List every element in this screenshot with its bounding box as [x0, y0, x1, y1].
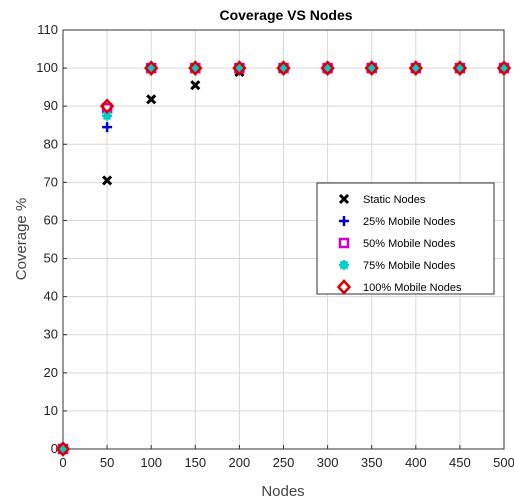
y-tick-label: 90	[44, 98, 58, 113]
series-4	[55, 60, 512, 457]
data-point	[410, 63, 421, 74]
chart-title: Coverage VS Nodes	[219, 7, 352, 23]
data-point	[276, 60, 291, 76]
x-tick-label: 300	[317, 455, 339, 470]
y-tick-label: 40	[44, 289, 58, 304]
y-tick-label: 30	[44, 327, 58, 342]
data-point	[278, 63, 289, 74]
legend-marker	[338, 193, 350, 205]
data-point	[99, 98, 115, 115]
data-point	[144, 60, 159, 76]
series-3	[58, 63, 509, 454]
data-point	[320, 60, 335, 76]
data-points	[55, 60, 512, 457]
data-point	[190, 63, 201, 74]
data-point	[408, 60, 423, 76]
y-axis-label: Coverage %	[13, 198, 30, 281]
data-point	[322, 63, 333, 74]
legend: Static Nodes 25% Mobile Nodes 50% Mobile N…	[316, 182, 495, 295]
x-tick-label: 250	[273, 455, 295, 470]
data-point	[190, 80, 201, 91]
y-tick-label: 100	[36, 60, 58, 75]
data-point	[452, 60, 468, 76]
x-tick-label: 100	[140, 455, 162, 470]
y-tick-label: 70	[44, 174, 58, 189]
data-point	[232, 60, 247, 76]
x-tick-label: 400	[405, 455, 427, 470]
y-tick-label: 60	[44, 212, 58, 227]
data-point	[146, 94, 157, 105]
data-point	[366, 63, 377, 74]
data-point	[234, 63, 245, 74]
data-point	[58, 444, 68, 454]
x-tick-label: 200	[229, 455, 251, 470]
legend-marker	[339, 216, 349, 226]
data-point	[102, 122, 113, 133]
legend-label: 75% Mobile Nodes	[363, 260, 456, 272]
y-tick-label: 10	[44, 403, 58, 418]
legend-label: 25% Mobile Nodes	[363, 216, 456, 228]
x-tick-label: 350	[361, 455, 383, 470]
legend-label: Static Nodes	[363, 194, 426, 206]
y-tick-label: 110	[37, 22, 58, 37]
legend-marker	[339, 260, 349, 270]
data-point	[364, 60, 379, 76]
x-tick-label: 0	[59, 455, 66, 470]
y-ticks: 0 10 20 30 40 50 60 70 80 90 100 110	[36, 22, 67, 456]
legend-marker	[336, 279, 352, 295]
x-tick-label: 150	[184, 455, 206, 470]
data-point	[499, 63, 509, 74]
data-point	[496, 60, 512, 76]
legend-marker	[338, 237, 350, 249]
y-tick-label: 20	[44, 365, 58, 380]
x-axis-label: Nodes	[261, 483, 304, 500]
y-tick-label: 50	[44, 251, 58, 266]
data-point	[454, 63, 465, 74]
x-ticks: 0 50 100 150 200 250 300 350 400 450 500	[59, 445, 514, 470]
data-point	[102, 110, 113, 121]
legend-label: 50% Mobile Nodes	[363, 238, 456, 250]
legend-label: 100% Mobile Nodes	[363, 282, 462, 294]
data-point	[146, 63, 157, 74]
data-point	[188, 60, 203, 76]
y-tick-label: 80	[44, 136, 58, 151]
x-tick-label: 500	[493, 455, 514, 470]
plot-area-border	[62, 29, 505, 450]
x-tick-label: 50	[100, 455, 114, 470]
data-point	[102, 175, 113, 186]
y-tick-label: 0	[51, 441, 58, 456]
data-point	[55, 441, 71, 457]
x-tick-label: 450	[449, 455, 471, 470]
